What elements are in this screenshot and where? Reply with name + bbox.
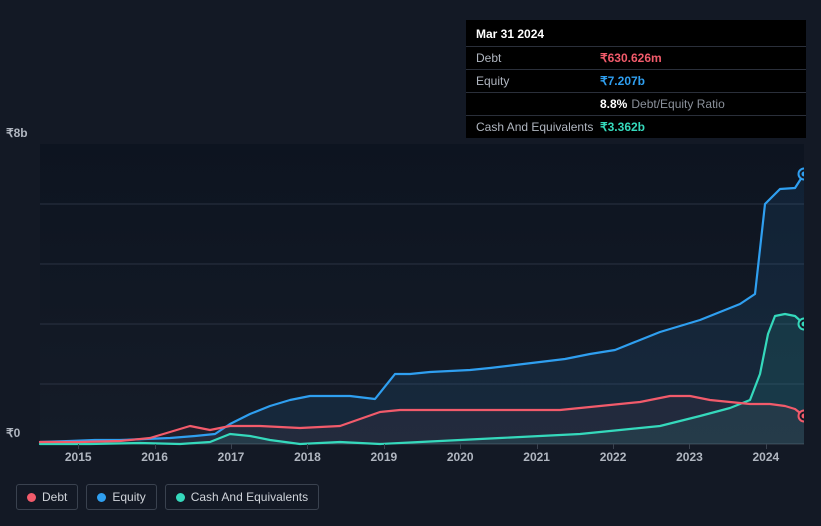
x-axis-year: 2017 <box>193 450 269 464</box>
legend-dot <box>27 493 36 502</box>
tooltip-row: 8.8%Debt/Equity Ratio <box>466 92 806 115</box>
legend-label: Equity <box>112 490 145 504</box>
tooltip-row: Equity₹7.207b <box>466 69 806 92</box>
x-axis-year: 2019 <box>346 450 422 464</box>
legend-dot <box>176 493 185 502</box>
tooltip-value: 8.8%Debt/Equity Ratio <box>600 97 725 111</box>
legend-label: Debt <box>42 490 67 504</box>
tooltip-label: Debt <box>476 51 600 65</box>
tooltip-label <box>476 97 600 111</box>
tooltip-value: ₹3.362b <box>600 120 645 134</box>
tooltip-suffix: Debt/Equity Ratio <box>631 97 724 111</box>
x-axis-year: 2021 <box>498 450 574 464</box>
x-axis-year: 2023 <box>651 450 727 464</box>
legend-label: Cash And Equivalents <box>191 490 308 504</box>
x-axis-year: 2020 <box>422 450 498 464</box>
chart-legend: Debt Equity Cash And Equivalents <box>16 484 319 510</box>
tooltip-label: Cash And Equivalents <box>476 120 600 134</box>
tooltip-date: Mar 31 2024 <box>466 20 806 46</box>
tooltip-row: Debt₹630.626m <box>466 46 806 69</box>
x-axis-labels: 2015201620172018201920202021202220232024 <box>40 450 804 464</box>
tooltip-value: ₹7.207b <box>600 74 645 88</box>
tooltip-value: ₹630.626m <box>600 51 662 65</box>
x-axis-year: 2022 <box>575 450 651 464</box>
legend-dot <box>97 493 106 502</box>
chart-plot-area <box>16 126 804 466</box>
legend-item-debt[interactable]: Debt <box>16 484 78 510</box>
legend-item-cash-and-equivalents[interactable]: Cash And Equivalents <box>165 484 319 510</box>
tooltip-label: Equity <box>476 74 600 88</box>
chart-svg <box>16 126 804 466</box>
x-axis-year: 2015 <box>40 450 116 464</box>
x-axis-year: 2018 <box>269 450 345 464</box>
x-axis-year: 2024 <box>728 450 804 464</box>
legend-item-equity[interactable]: Equity <box>86 484 156 510</box>
x-axis-year: 2016 <box>116 450 192 464</box>
chart-tooltip: Mar 31 2024 Debt₹630.626mEquity₹7.207b8.… <box>466 20 806 138</box>
tooltip-row: Cash And Equivalents₹3.362b <box>466 115 806 138</box>
